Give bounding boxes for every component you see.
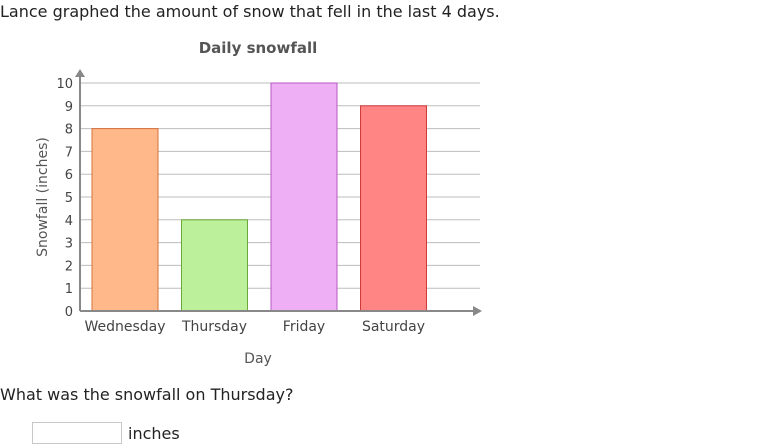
bar-saturday xyxy=(360,105,427,312)
x-axis-label: Day xyxy=(244,351,272,367)
chart-title: Daily snowfall xyxy=(199,39,318,57)
bar-wednesday xyxy=(91,128,159,312)
answer-unit: inches xyxy=(128,423,180,443)
y-tick-label-9: 9 xyxy=(65,100,73,115)
x-tick-labels: Wednesday Thursday Friday Saturday xyxy=(84,319,425,335)
y-tick-label-6: 6 xyxy=(65,168,73,183)
y-tick-label-10: 10 xyxy=(56,77,73,92)
bars xyxy=(91,82,427,312)
x-axis-arrow-icon xyxy=(473,306,482,316)
y-tick-label-0: 0 xyxy=(65,305,73,320)
x-tick-label-0: Wednesday xyxy=(84,319,165,335)
bar-chart: Daily snowfall 0 1 2 3 4 5 6 7 8 9 10 Wednesday Thu… xyxy=(35,39,482,367)
question-prompt: Lance graphed the amount of snow that fe… xyxy=(0,2,500,21)
y-axis-label: Snowfall (inches) xyxy=(35,137,51,257)
y-tick-label-2: 2 xyxy=(65,259,73,274)
y-tick-label-5: 5 xyxy=(65,191,73,206)
bar-thursday xyxy=(181,219,248,312)
x-tick-label-2: Friday xyxy=(283,319,325,335)
bar-friday xyxy=(270,82,338,312)
y-axis-arrow-icon xyxy=(75,69,85,77)
y-tick-label-1: 1 xyxy=(65,282,73,297)
answer-row: inches xyxy=(32,422,180,444)
question-text: What was the snowfall on Thursday? xyxy=(0,385,294,404)
x-tick-label-3: Saturday xyxy=(362,319,425,335)
axes xyxy=(75,69,482,316)
y-tick-label-7: 7 xyxy=(65,145,73,160)
y-tick-label-8: 8 xyxy=(65,123,73,138)
y-tick-labels: 0 1 2 3 4 5 6 7 8 9 10 xyxy=(56,77,73,320)
answer-input[interactable] xyxy=(32,422,122,444)
y-tick-label-3: 3 xyxy=(65,237,73,252)
y-tick-label-4: 4 xyxy=(65,214,73,229)
x-tick-label-1: Thursday xyxy=(181,319,247,335)
